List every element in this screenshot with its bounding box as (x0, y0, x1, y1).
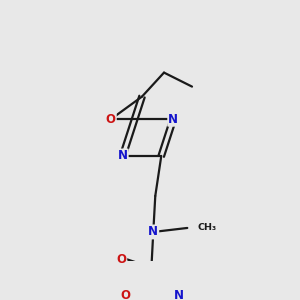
Text: N: N (174, 290, 184, 300)
Text: CH₃: CH₃ (197, 224, 216, 232)
Text: O: O (106, 113, 116, 126)
Text: O: O (116, 254, 126, 266)
Text: O: O (120, 290, 130, 300)
Text: N: N (118, 149, 128, 162)
Text: N: N (148, 226, 158, 238)
Text: N: N (168, 113, 178, 126)
